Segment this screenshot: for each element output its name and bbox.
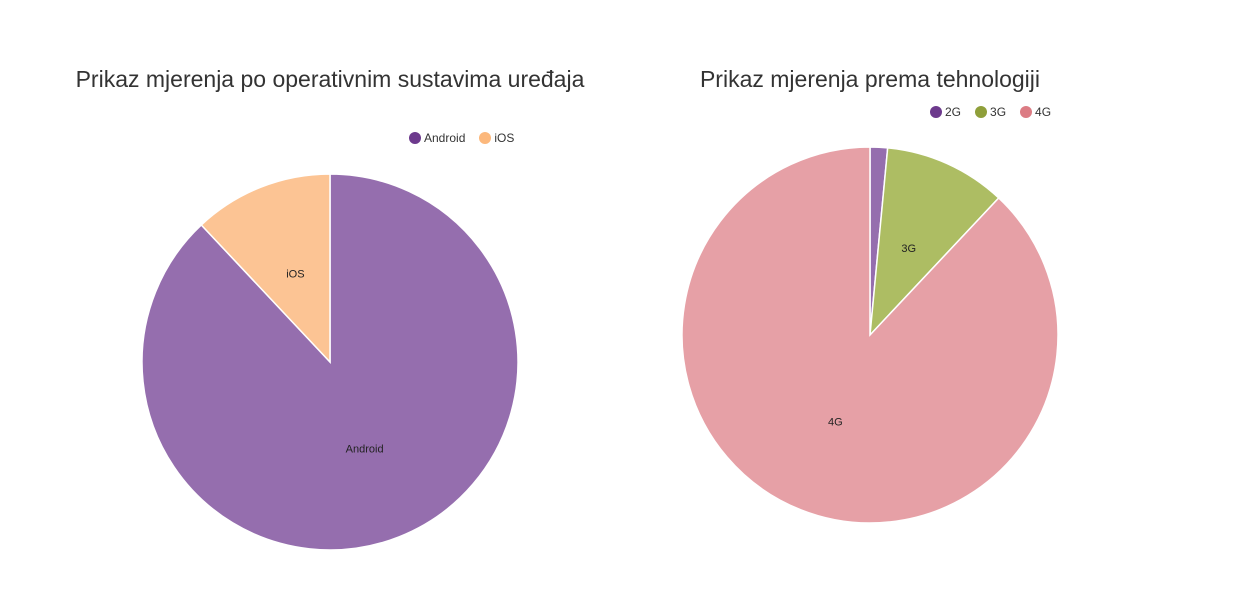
- legend-item-android[interactable]: Android: [409, 131, 465, 145]
- os-slice-label-ios: iOS: [286, 269, 304, 281]
- legend-item-ios[interactable]: iOS: [479, 131, 514, 145]
- legend-swatch-3g: [975, 106, 988, 118]
- legend-item-4g[interactable]: 4G: [1020, 105, 1051, 119]
- tech-chart-legend: 2G 3G 4G: [930, 105, 1065, 119]
- os-pie-chart: Android iOS: [141, 173, 519, 551]
- legend-label-4g: 4G: [1035, 105, 1052, 119]
- legend-item-2g[interactable]: 2G: [930, 105, 961, 119]
- tech-pie-chart: 3G 4G: [681, 146, 1059, 524]
- os-slice-label-android: Android: [346, 443, 384, 455]
- legend-swatch-4g: [1020, 106, 1033, 118]
- tech-chart-panel: Prikaz mjerenja prema tehnologiji 2G 3G …: [620, 0, 1233, 599]
- legend-label-ios: iOS: [494, 131, 515, 145]
- tech-slice-4g[interactable]: [681, 146, 1059, 524]
- legend-item-3g[interactable]: 3G: [975, 105, 1006, 119]
- tech-slice-label-4g: 4G: [828, 416, 843, 428]
- legend-label-2g: 2G: [945, 105, 962, 119]
- legend-swatch-android: [409, 132, 421, 144]
- tech-slice-3g[interactable]: [869, 147, 1000, 338]
- os-chart-legend: Android iOS: [409, 131, 528, 145]
- legend-swatch-ios: [479, 132, 492, 144]
- os-chart-panel: Prikaz mjerenja po operativnim sustavima…: [75, 66, 585, 551]
- legend-label-android: Android: [424, 131, 466, 145]
- legend-swatch-2g: [930, 106, 942, 118]
- tech-slice-label-3g: 3G: [901, 243, 916, 255]
- tech-chart-title: Prikaz mjerenja prema tehnologiji: [699, 66, 1041, 92]
- os-chart-title: Prikaz mjerenja po operativnim sustavima…: [75, 66, 585, 92]
- os-slice-ios[interactable]: [200, 173, 331, 364]
- legend-label-3g: 3G: [990, 105, 1007, 119]
